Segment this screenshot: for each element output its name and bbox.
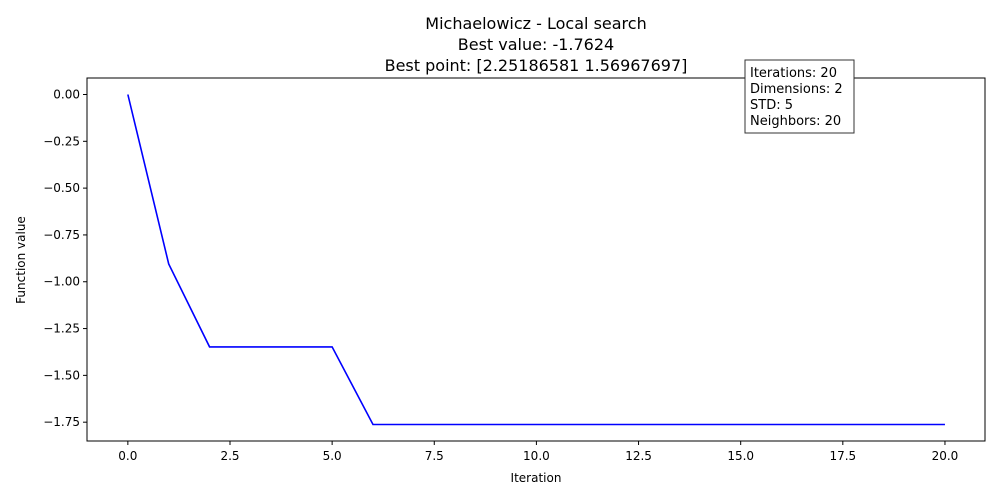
info-box-frame xyxy=(744,59,855,134)
y-tick-label: −1.00 xyxy=(43,275,80,289)
x-tick-label: 10.0 xyxy=(523,449,550,463)
info-neighbors: Neighbors: 20 xyxy=(750,114,841,129)
x-tick-label: 7.5 xyxy=(425,449,444,463)
y-tick-label: −1.75 xyxy=(43,415,80,429)
info-dimensions: Dimensions: 2 xyxy=(750,82,843,97)
x-tick-label: 20.0 xyxy=(932,449,959,463)
x-tick-label: 0.0 xyxy=(118,449,137,463)
y-tick-label: −1.25 xyxy=(43,322,80,336)
x-axis-ticks: 0.0 2.5 5.0 7.5 10.0 12.5 15.0 17.5 20.0 xyxy=(118,441,958,463)
y-tick-label: −1.50 xyxy=(43,368,80,382)
x-tick-label: 17.5 xyxy=(829,449,856,463)
x-tick-label: 12.5 xyxy=(625,449,652,463)
y-tick-label: −0.50 xyxy=(43,181,80,195)
series-line xyxy=(127,94,945,426)
y-axis-ticks: 0.00 −0.25 −0.50 −0.75 −1.00 −1.25 −1.50 −1.75 xyxy=(43,87,87,429)
info-box: Iterations: 20 Dimensions: 2 STD: 5 Neig… xyxy=(744,59,855,134)
chart-title-line-2: Best value: -1.7624 xyxy=(458,35,614,54)
x-axis-label: Iteration xyxy=(511,471,562,485)
x-tick-label: 15.0 xyxy=(727,449,754,463)
y-tick-label: −0.25 xyxy=(43,134,80,148)
info-std: STD: 5 xyxy=(750,98,793,113)
y-tick-label: −0.75 xyxy=(43,228,80,242)
chart-title-line-3: Best point: [2.25186581 1.56967697] xyxy=(385,56,688,75)
chart-title-line-1: Michaelowicz - Local search xyxy=(425,14,646,33)
y-tick-label: 0.00 xyxy=(53,87,80,101)
x-tick-label: 2.5 xyxy=(220,449,239,463)
info-iterations: Iterations: 20 xyxy=(750,66,837,81)
y-axis-label: Function value xyxy=(14,216,28,304)
x-tick-label: 5.0 xyxy=(323,449,342,463)
series-layer xyxy=(127,94,945,426)
